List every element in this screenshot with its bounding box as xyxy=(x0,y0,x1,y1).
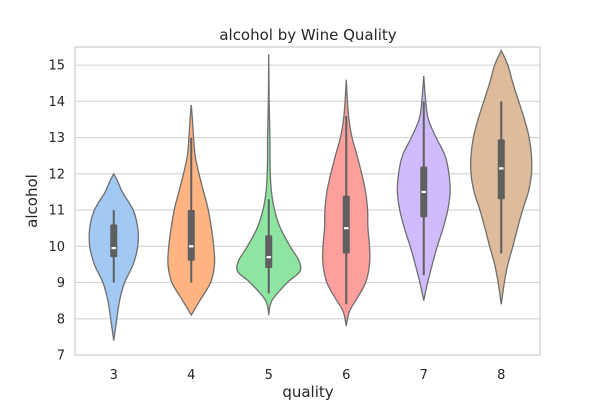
violin-body xyxy=(236,54,302,316)
violin-7 xyxy=(396,75,451,301)
y-tick-label: 12 xyxy=(48,167,65,182)
x-tick-label: 7 xyxy=(420,368,428,383)
violin-5 xyxy=(236,54,302,316)
y-axis-label: alcohol xyxy=(23,174,41,228)
x-axis-label: quality xyxy=(282,383,333,400)
violin-3 xyxy=(88,172,140,341)
x-tick-label: 6 xyxy=(342,368,350,383)
y-axis-ticks: 7 8 9 10 11 12 13 14 15 xyxy=(48,59,65,364)
y-tick-label: 11 xyxy=(48,204,65,219)
x-axis-ticks: 3 4 5 6 7 8 xyxy=(110,368,506,383)
x-tick-label: 3 xyxy=(110,368,118,383)
y-tick-label: 14 xyxy=(48,95,65,110)
violin-iqr-box xyxy=(265,235,273,269)
y-tick-label: 8 xyxy=(57,312,65,327)
violin-4 xyxy=(167,104,216,317)
chart-title: alcohol by Wine Quality xyxy=(219,26,396,44)
y-tick-label: 9 xyxy=(57,276,65,291)
y-tick-label: 10 xyxy=(48,240,65,255)
violins xyxy=(88,49,533,341)
x-tick-label: 4 xyxy=(187,368,195,383)
grid-lines xyxy=(75,64,540,356)
y-tick-label: 15 xyxy=(48,59,65,74)
violin-iqr-box xyxy=(187,210,195,261)
plot-frame xyxy=(74,46,541,356)
y-tick-label: 13 xyxy=(48,131,65,146)
x-tick-label: 5 xyxy=(265,368,273,383)
violin-6 xyxy=(321,79,371,327)
violin-8 xyxy=(470,49,533,305)
x-tick-label: 8 xyxy=(497,368,505,383)
violin-iqr-box xyxy=(342,195,350,254)
violin-iqr-box xyxy=(110,224,118,258)
y-tick-label: 7 xyxy=(57,349,65,364)
